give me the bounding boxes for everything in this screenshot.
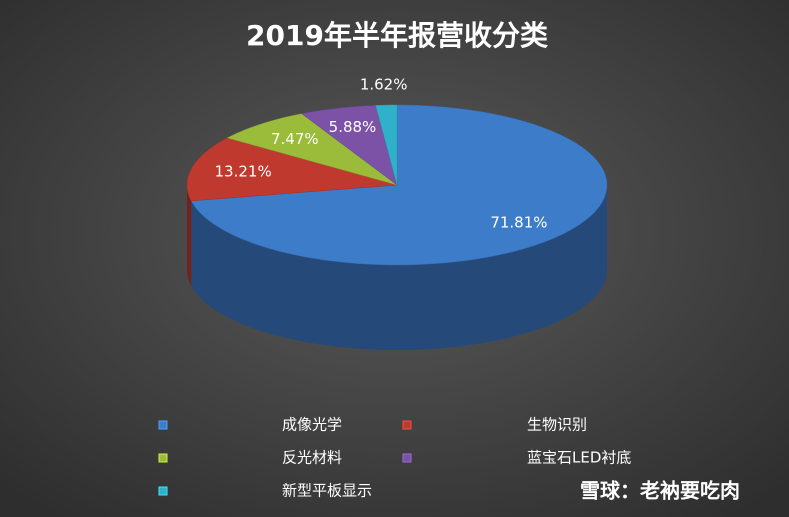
- pie-slice: [186, 137, 398, 202]
- data-label: 71.81%: [490, 213, 547, 231]
- legend-label: 蓝宝石LED衬底: [527, 449, 631, 467]
- watermark: 雪球：老衲要吃肉: [580, 479, 740, 503]
- data-label: 5.88%: [329, 118, 377, 136]
- pie-side: [191, 185, 607, 350]
- pie-slice: [375, 104, 398, 186]
- pie-slice: [301, 105, 398, 186]
- pie-slice: [190, 104, 608, 266]
- legend-label: 生物识别: [527, 416, 587, 434]
- pie-side: [187, 185, 192, 286]
- legend-marker: [402, 420, 412, 430]
- data-label: 13.21%: [215, 163, 272, 181]
- data-label: 1.62%: [360, 76, 408, 94]
- legend-marker: [402, 453, 412, 463]
- legend-marker: [158, 453, 168, 463]
- legend-label: 新型平板显示: [282, 482, 372, 500]
- chart-title: 2019年半年报营收分类: [246, 19, 548, 52]
- legend-label: 反光材料: [282, 449, 342, 467]
- data-label: 7.47%: [271, 130, 319, 148]
- legend-marker: [158, 486, 168, 496]
- pie-slice: [226, 113, 398, 186]
- legend-marker: [158, 420, 168, 430]
- legend-label: 成像光学: [282, 416, 342, 434]
